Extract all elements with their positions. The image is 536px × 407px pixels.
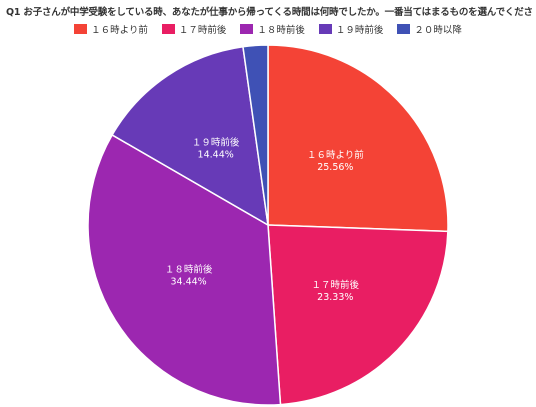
slice-label-name-2: １８時前後: [165, 264, 213, 276]
pie-slice-1[interactable]: [267, 224, 449, 406]
slice-label-value-0: 25.56%: [317, 162, 353, 173]
pie-slice-2[interactable]: [87, 133, 282, 406]
chart-title: Q1 お子さんが中学受験をしている時、あなたが仕事から帰ってくる時間は何時でした…: [6, 7, 532, 18]
pie-slice-4[interactable]: [242, 44, 269, 226]
slice-label-value-1: 23.33%: [317, 292, 353, 303]
pie-slice-0[interactable]: [267, 44, 449, 233]
legend-label: １９時前後: [335, 25, 384, 36]
slice-label-value-3: 14.44%: [198, 149, 234, 160]
legend-label: １７時前後: [178, 25, 227, 36]
legend-label: １６時より前: [91, 25, 148, 36]
pie-slices: [87, 44, 449, 406]
legend-item-18[interactable]: １８時前後: [240, 22, 305, 36]
legend-swatch: [240, 24, 254, 34]
legend-swatch: [74, 24, 88, 34]
pie-slice-3[interactable]: [111, 45, 269, 227]
legend-swatch: [318, 24, 332, 34]
slice-label-name-0: １６時より前: [307, 149, 364, 161]
legend-label: １８時前後: [257, 25, 305, 36]
legend-item-19[interactable]: １９時前後: [318, 22, 384, 36]
slice-label-value-2: 34.44%: [170, 277, 206, 288]
legend-item-16[interactable]: １６時より前: [74, 22, 148, 36]
legend-swatch: [161, 24, 175, 34]
slice-label-name-1: １７時前後: [312, 279, 360, 291]
legend-label: ２０時以降: [414, 25, 462, 36]
legend-item-20[interactable]: ２０時以降: [397, 22, 462, 36]
legend-item-17[interactable]: １７時前後: [161, 22, 227, 36]
legend: １６時より前 １７時前後 １８時前後 １９時前後 ２０時以降: [0, 22, 536, 36]
legend-swatch: [397, 24, 411, 34]
slice-label-name-3: １９時前後: [192, 136, 240, 148]
